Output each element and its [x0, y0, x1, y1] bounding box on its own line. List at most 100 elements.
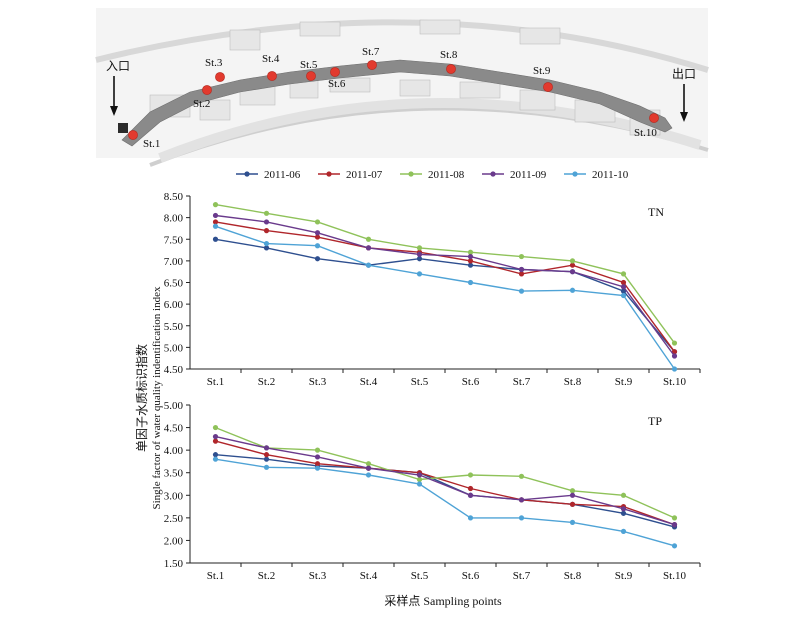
x-tick-label: St.3 [309, 376, 327, 388]
x-tick-label: St.7 [513, 570, 531, 582]
data-point [467, 262, 474, 268]
x-tick-label: St.1 [207, 570, 224, 582]
legend-label: 2011-08 [428, 169, 465, 181]
series-line [215, 440, 675, 526]
series-line [215, 238, 676, 353]
data-point [416, 271, 423, 277]
data-point [671, 515, 678, 521]
map-road-arc [158, 98, 702, 163]
data-point [416, 251, 423, 257]
data-point [212, 424, 219, 431]
data-point [467, 253, 474, 260]
data-point [314, 461, 321, 467]
data-point [416, 472, 423, 478]
station-6: St.6 [328, 67, 346, 90]
data-point [212, 219, 219, 225]
x-tick-label: St.10 [663, 570, 686, 582]
data-point [620, 510, 627, 516]
legend-marker [572, 171, 578, 177]
station-marker [543, 82, 553, 92]
station-label: St.1 [143, 138, 160, 150]
data-point [518, 288, 525, 294]
data-point [620, 506, 627, 512]
legend-label: 2011-10 [592, 169, 629, 181]
series-line [215, 203, 676, 344]
y-tick-label: 7.00 [164, 256, 184, 268]
data-point [263, 456, 270, 462]
data-point [671, 543, 678, 549]
series-line [215, 454, 675, 528]
station-label: St.5 [300, 59, 318, 71]
station-marker [306, 71, 316, 81]
data-point [365, 465, 372, 471]
y-tick-label: 5.00 [164, 400, 184, 412]
station-marker [649, 113, 659, 123]
data-point [212, 452, 219, 458]
station-10: St.10 [634, 113, 659, 139]
data-point [569, 262, 576, 268]
y-tick-label: 4.00 [164, 445, 184, 457]
y-tick-label: 5.00 [164, 342, 184, 354]
data-point [518, 515, 525, 521]
data-point [467, 279, 474, 286]
x-tick-label: St.1 [207, 376, 224, 388]
legend-marker [408, 171, 414, 177]
data-point [518, 266, 525, 273]
legend-label: 2011-09 [510, 169, 547, 181]
station-markers: St.1 St.2 St.3 St.4 St.5 St.6 St.7 St.8 St.9 St.1… [128, 46, 659, 150]
y-tick-label: 2.00 [164, 535, 184, 547]
data-point [416, 481, 423, 487]
station-1: St.1 [128, 130, 160, 150]
data-point [518, 271, 525, 277]
site-map: 入口 出口 St.1St.2St.3 St.4 St.5St.6St.7 St.8St… [95, 8, 709, 167]
y-tick-label: 7.50 [164, 234, 184, 246]
data-point [263, 245, 270, 251]
data-point [212, 434, 219, 440]
legend-marker [490, 171, 496, 177]
x-tick-label: St.10 [663, 376, 686, 388]
x-tick-label: St.5 [411, 570, 429, 582]
station-9: St.9 [533, 65, 553, 92]
series-2011-06 [212, 452, 678, 530]
series-2011-09 [212, 212, 678, 359]
data-point [416, 476, 423, 483]
x-tick-label: St.2 [258, 570, 275, 582]
data-point [671, 349, 678, 355]
x-tick-label: St.3 [309, 570, 327, 582]
station-marker [215, 72, 225, 82]
y-tick-label: 8.00 [164, 213, 184, 225]
data-point [620, 288, 627, 294]
data-point [671, 340, 678, 346]
data-point [263, 210, 270, 216]
station-marker [202, 85, 212, 95]
data-point [365, 461, 372, 467]
data-point [467, 485, 474, 492]
data-point [620, 492, 627, 498]
series-line [215, 221, 676, 353]
data-point [314, 465, 321, 471]
series-2011-07 [212, 438, 678, 528]
data-point [212, 202, 219, 208]
exit-label: 出口 [672, 67, 696, 81]
map-road-outer [95, 19, 709, 73]
data-point [569, 501, 576, 507]
data-point [365, 236, 372, 242]
x-tick-label: St.9 [615, 570, 633, 582]
station-label: St.4 [262, 53, 280, 65]
series-line [215, 214, 676, 357]
y-tick-label: 4.50 [164, 364, 184, 376]
data-point [620, 271, 627, 277]
station-4: St.4 [262, 53, 280, 81]
data-point [620, 528, 627, 535]
series-2011-10 [212, 223, 678, 372]
data-point [569, 488, 576, 494]
y-tick-label: 3.00 [164, 490, 184, 502]
data-point [671, 366, 678, 372]
data-point [467, 472, 474, 478]
data-point [467, 249, 474, 255]
legend-entry: 2011-08 [400, 169, 465, 181]
series-2011-06 [212, 236, 678, 355]
data-point [263, 445, 270, 451]
entrance-arrow-head [110, 106, 118, 116]
station-label: St.6 [328, 78, 346, 90]
